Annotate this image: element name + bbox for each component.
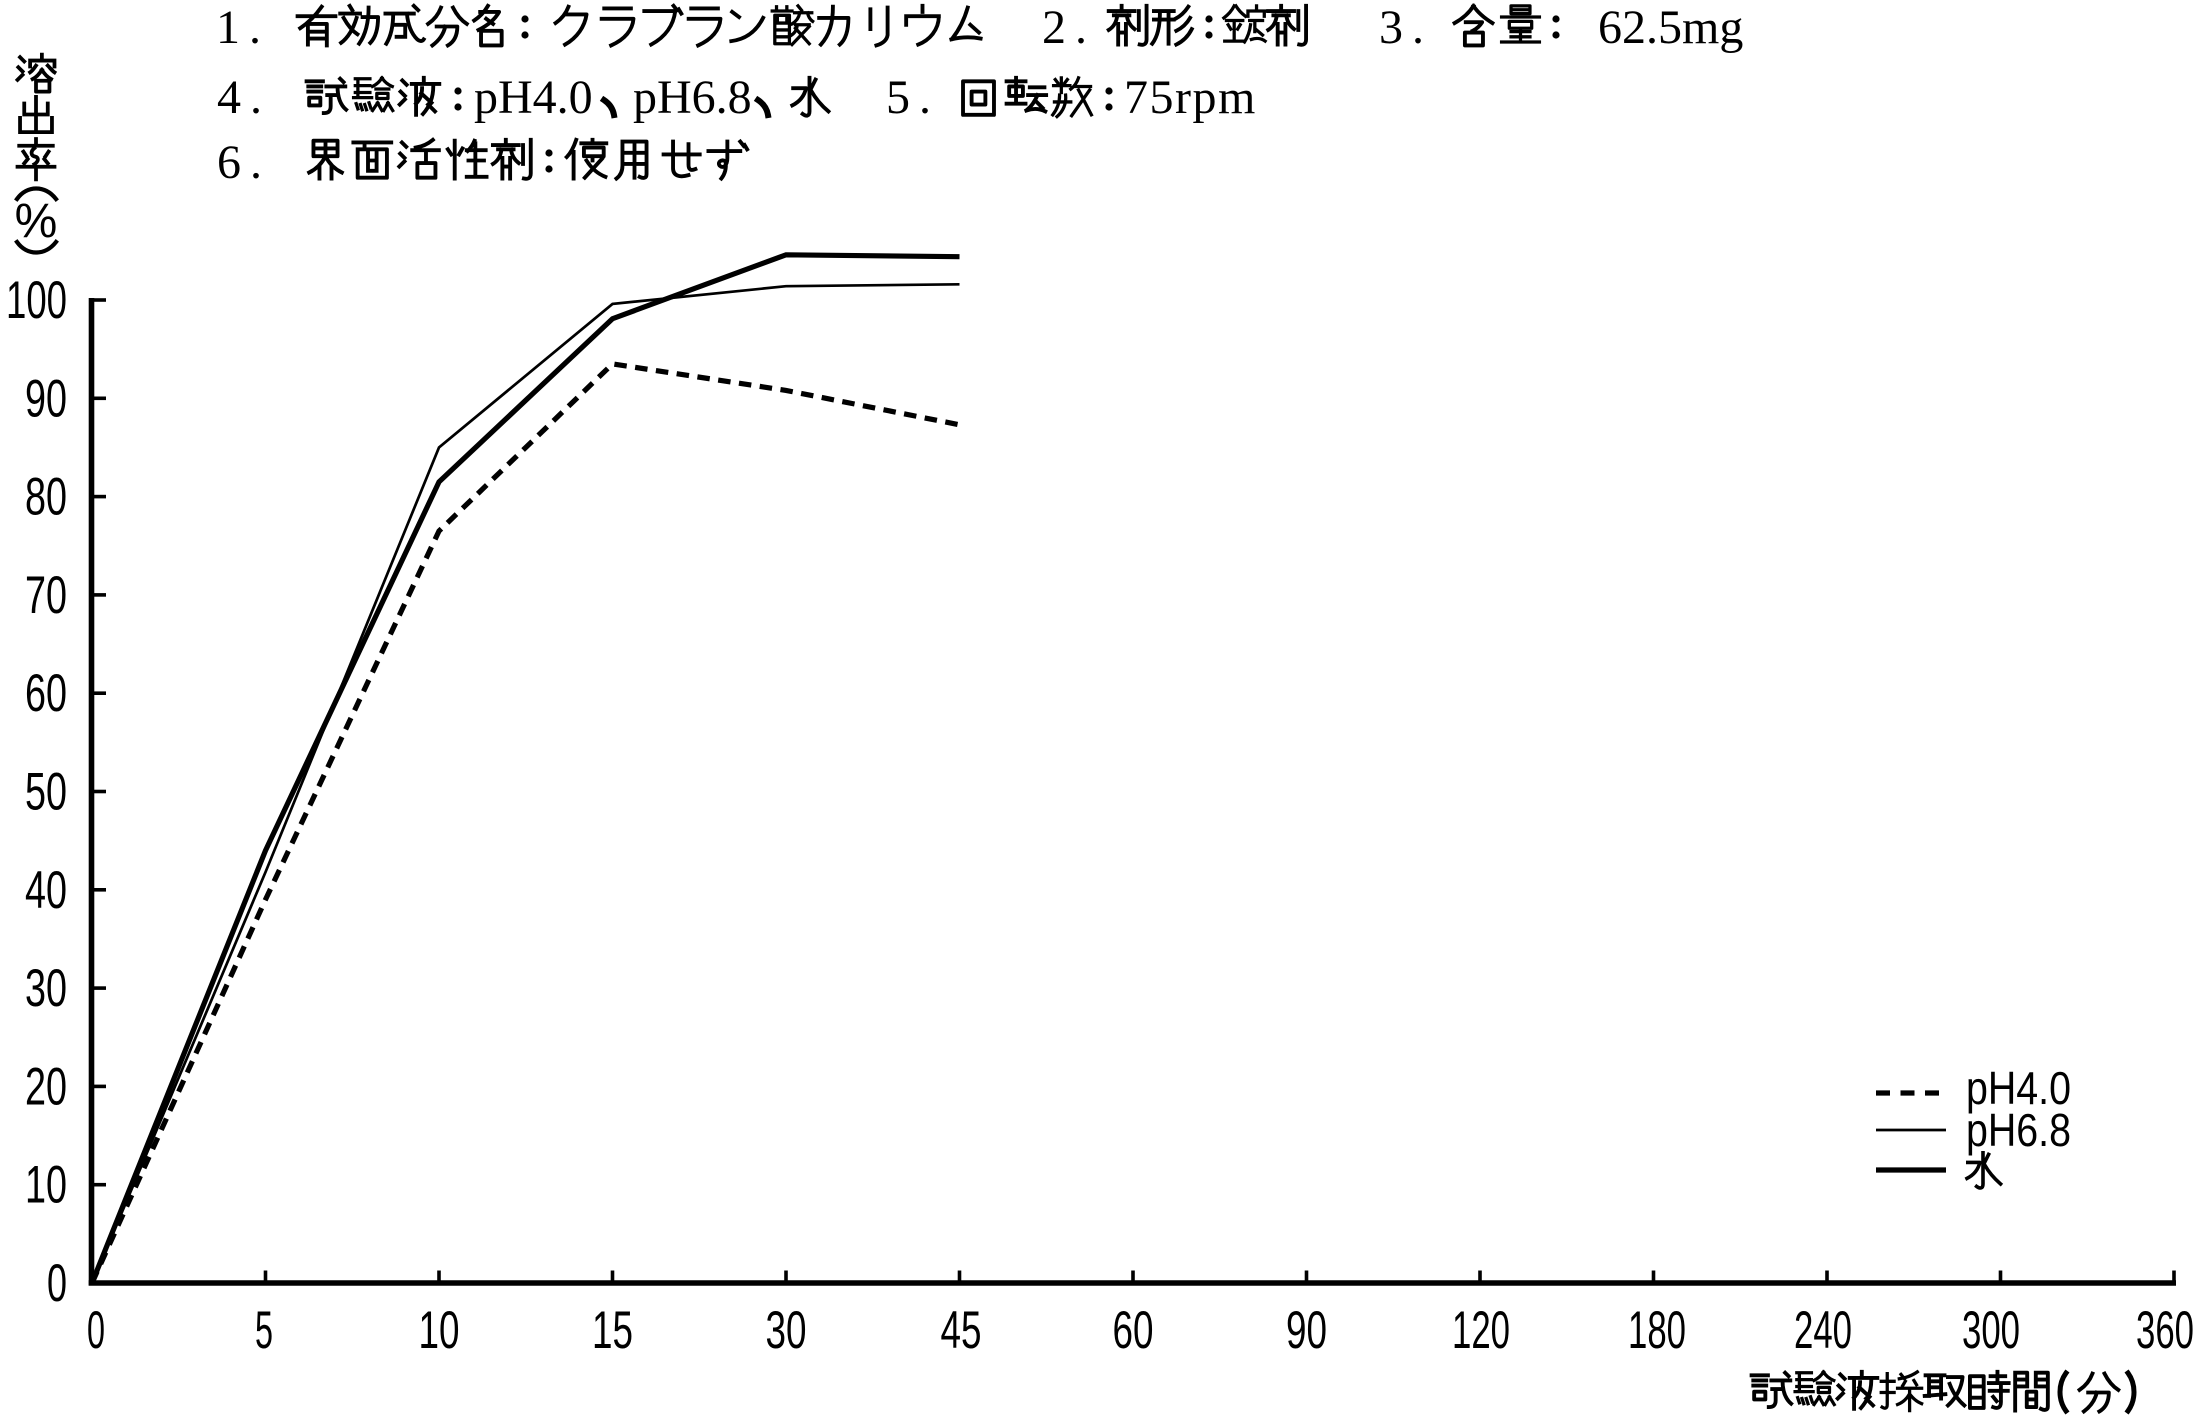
svg-text:4.: 4. <box>217 71 271 124</box>
svg-text:pH6.8: pH6.8 <box>633 71 752 124</box>
svg-text:20: 20 <box>25 1057 67 1116</box>
svg-text:5: 5 <box>255 1301 273 1360</box>
svg-text:90: 90 <box>1286 1301 1327 1360</box>
svg-text:2.: 2. <box>1042 1 1096 54</box>
svg-text:0: 0 <box>47 1254 67 1313</box>
svg-text:10: 10 <box>419 1301 460 1360</box>
svg-text:45: 45 <box>941 1301 982 1360</box>
svg-text:40: 40 <box>25 861 67 920</box>
svg-text:62.5mg: 62.5mg <box>1598 1 1743 54</box>
svg-text:15: 15 <box>592 1301 633 1360</box>
svg-text:300: 300 <box>1962 1301 2020 1360</box>
svg-text:60: 60 <box>25 664 67 723</box>
svg-text:30: 30 <box>766 1301 807 1360</box>
svg-text:180: 180 <box>1628 1301 1686 1360</box>
svg-text:75rpm: 75rpm <box>1124 71 1257 124</box>
svg-text:70: 70 <box>25 566 67 625</box>
svg-text:pH4.0: pH4.0 <box>474 71 593 124</box>
svg-text:100: 100 <box>6 271 67 330</box>
svg-text:50: 50 <box>25 763 67 822</box>
svg-text:240: 240 <box>1794 1301 1852 1360</box>
svg-text:%: % <box>15 195 58 248</box>
svg-text:1.: 1. <box>216 1 270 54</box>
svg-text:60: 60 <box>1113 1301 1154 1360</box>
svg-text:pH4.0: pH4.0 <box>1966 1062 2071 1114</box>
svg-text:360: 360 <box>2136 1301 2194 1360</box>
svg-text:10: 10 <box>25 1156 67 1215</box>
svg-text:30: 30 <box>25 959 67 1018</box>
svg-text:80: 80 <box>25 468 67 527</box>
svg-text:6.: 6. <box>217 136 271 189</box>
svg-text:120: 120 <box>1452 1301 1510 1360</box>
svg-text:0: 0 <box>87 1301 105 1360</box>
svg-text:pH6.8: pH6.8 <box>1966 1104 2071 1156</box>
svg-text:3.: 3. <box>1379 1 1433 54</box>
svg-text:5.: 5. <box>886 71 940 124</box>
svg-text:90: 90 <box>25 369 67 428</box>
